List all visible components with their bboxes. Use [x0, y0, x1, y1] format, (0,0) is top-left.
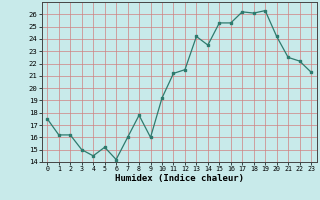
X-axis label: Humidex (Indice chaleur): Humidex (Indice chaleur): [115, 174, 244, 183]
